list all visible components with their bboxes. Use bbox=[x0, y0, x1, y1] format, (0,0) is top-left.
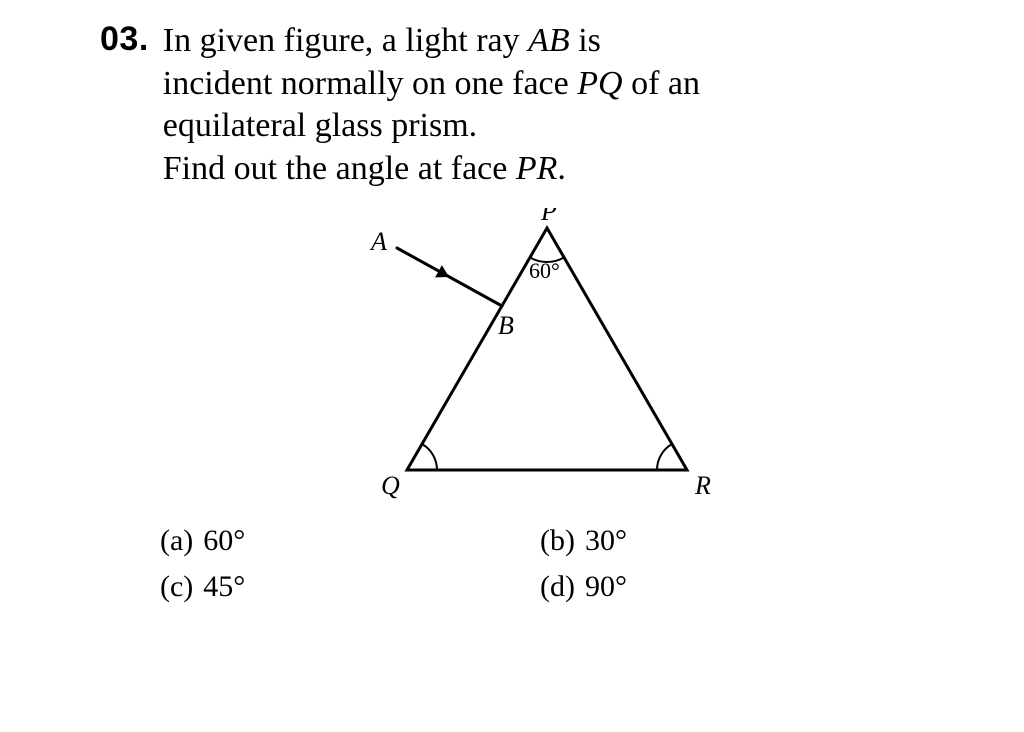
option-a: (a) 60° bbox=[160, 518, 540, 564]
option-c-label: (c) bbox=[160, 570, 193, 604]
q-line1-post: is bbox=[570, 22, 601, 59]
option-c: (c) 45° bbox=[160, 564, 540, 610]
q-line1-ab: AB bbox=[528, 22, 570, 59]
q-line2-pq: PQ bbox=[577, 65, 622, 102]
option-d-label: (d) bbox=[540, 570, 575, 604]
svg-text:P: P bbox=[540, 208, 557, 226]
svg-text:A: A bbox=[369, 227, 387, 256]
svg-text:B: B bbox=[498, 311, 514, 340]
option-b: (b) 30° bbox=[540, 518, 920, 564]
question-block: 03. In given figure, a light ray AB is i… bbox=[0, 0, 1024, 630]
q-line4-pre: Find out the angle at face bbox=[163, 150, 516, 187]
option-a-label: (a) bbox=[160, 524, 193, 558]
option-b-label: (b) bbox=[540, 524, 575, 558]
option-a-value: 60° bbox=[203, 524, 245, 558]
q-line3: equilateral glass prism. bbox=[163, 107, 477, 144]
option-b-value: 30° bbox=[585, 524, 627, 558]
q-line2-pre: incident normally on one face bbox=[163, 65, 577, 102]
q-line4-pr: PR bbox=[516, 150, 558, 187]
q-line4-post: . bbox=[557, 150, 566, 187]
option-c-value: 45° bbox=[203, 570, 245, 604]
q-line2-post: of an bbox=[623, 65, 700, 102]
question-number: 03. bbox=[100, 20, 149, 59]
prism-figure: P Q R A B 60° bbox=[327, 208, 747, 508]
svg-text:R: R bbox=[694, 471, 711, 500]
figure-container: P Q R A B 60° bbox=[100, 208, 974, 508]
question-text: In given figure, a light ray AB is incid… bbox=[163, 20, 700, 190]
svg-text:Q: Q bbox=[381, 471, 400, 500]
option-d-value: 90° bbox=[585, 570, 627, 604]
svg-text:60°: 60° bbox=[529, 258, 560, 283]
q-line1-pre: In given figure, a light ray bbox=[163, 22, 528, 59]
options-list: (a) 60° (b) 30° (c) 45° (d) 90° bbox=[160, 518, 920, 610]
option-d: (d) 90° bbox=[540, 564, 920, 610]
question-row: 03. In given figure, a light ray AB is i… bbox=[100, 20, 974, 190]
